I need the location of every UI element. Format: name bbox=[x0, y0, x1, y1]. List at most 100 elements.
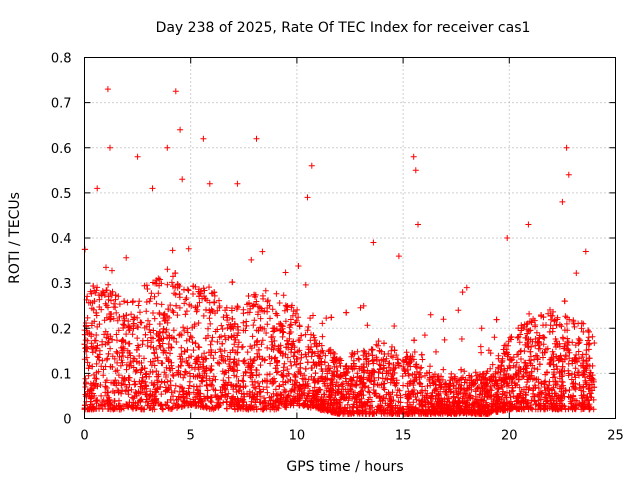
data-point bbox=[150, 327, 157, 334]
data-point bbox=[195, 390, 202, 397]
data-point bbox=[204, 382, 210, 388]
data-point bbox=[567, 394, 573, 401]
data-point bbox=[342, 386, 349, 393]
data-point bbox=[195, 320, 202, 326]
data-point bbox=[229, 279, 236, 286]
data-point bbox=[251, 378, 258, 385]
data-point bbox=[417, 380, 423, 387]
data-point bbox=[584, 362, 591, 369]
data-point bbox=[472, 393, 479, 400]
data-point bbox=[297, 360, 304, 367]
data-point bbox=[283, 404, 290, 411]
data-point bbox=[170, 335, 177, 342]
data-point bbox=[129, 394, 136, 401]
data-point bbox=[551, 374, 558, 381]
data-point bbox=[201, 368, 208, 375]
data-point bbox=[452, 385, 459, 392]
data-point bbox=[298, 354, 305, 361]
data-point bbox=[463, 284, 470, 291]
data-point bbox=[222, 307, 229, 314]
data-point bbox=[229, 323, 235, 330]
data-point bbox=[495, 386, 502, 393]
data-point bbox=[294, 356, 301, 362]
data-point bbox=[509, 375, 516, 382]
data-point bbox=[165, 306, 172, 313]
data-point bbox=[240, 358, 247, 365]
data-point bbox=[153, 346, 160, 353]
data-point bbox=[107, 144, 113, 151]
data-point bbox=[107, 345, 114, 352]
data-point bbox=[228, 307, 235, 314]
data-point bbox=[282, 398, 289, 405]
data-point bbox=[575, 335, 582, 342]
data-point bbox=[255, 309, 262, 315]
data-point bbox=[207, 398, 214, 404]
data-point bbox=[382, 375, 389, 382]
data-point bbox=[370, 387, 377, 393]
data-point bbox=[118, 344, 125, 351]
data-point bbox=[161, 312, 168, 319]
data-point bbox=[563, 144, 570, 151]
data-point bbox=[354, 348, 361, 355]
data-point bbox=[162, 384, 169, 391]
data-point bbox=[167, 302, 174, 309]
data-point bbox=[93, 375, 100, 382]
data-point bbox=[170, 373, 177, 379]
data-point bbox=[123, 401, 130, 408]
data-point bbox=[180, 374, 187, 381]
data-point bbox=[389, 354, 396, 361]
data-point bbox=[91, 371, 97, 378]
data-point bbox=[472, 369, 479, 376]
data-point bbox=[489, 361, 496, 368]
data-point bbox=[82, 405, 89, 412]
data-point bbox=[290, 308, 297, 315]
data-point bbox=[131, 378, 138, 385]
data-point bbox=[94, 185, 101, 192]
data-point bbox=[279, 378, 286, 385]
data-point bbox=[114, 359, 121, 366]
data-point bbox=[151, 350, 158, 357]
data-point bbox=[366, 377, 373, 383]
data-point bbox=[322, 366, 329, 372]
data-point bbox=[262, 397, 269, 404]
data-point bbox=[105, 304, 111, 311]
data-point bbox=[565, 372, 572, 379]
data-point bbox=[186, 391, 193, 397]
data-point bbox=[146, 326, 153, 333]
data-point bbox=[556, 375, 563, 382]
data-point bbox=[337, 372, 344, 379]
data-point bbox=[556, 369, 563, 376]
data-point bbox=[532, 322, 539, 328]
data-point bbox=[239, 397, 246, 404]
data-point bbox=[526, 384, 533, 391]
data-point bbox=[87, 299, 94, 306]
data-point bbox=[464, 385, 471, 392]
x-tick-label: 0 bbox=[80, 429, 88, 444]
data-point bbox=[461, 368, 468, 375]
data-point bbox=[90, 283, 97, 289]
data-point bbox=[276, 382, 283, 389]
data-point bbox=[267, 360, 274, 367]
data-point bbox=[436, 377, 443, 384]
data-point bbox=[392, 382, 399, 389]
data-point bbox=[392, 402, 399, 409]
data-point bbox=[128, 404, 135, 411]
data-point bbox=[500, 402, 507, 409]
data-point bbox=[200, 359, 206, 366]
data-point bbox=[119, 387, 126, 394]
data-point bbox=[559, 334, 566, 341]
data-point bbox=[255, 380, 261, 386]
data-point bbox=[104, 86, 111, 93]
data-point bbox=[151, 406, 158, 413]
data-point bbox=[305, 390, 312, 397]
data-point bbox=[95, 368, 102, 375]
data-point bbox=[206, 315, 213, 322]
data-point bbox=[552, 390, 559, 397]
data-point bbox=[393, 377, 400, 384]
data-point bbox=[259, 378, 266, 385]
x-tick-label: 15 bbox=[395, 429, 412, 444]
data-point bbox=[513, 372, 520, 378]
data-point bbox=[513, 359, 520, 366]
data-point bbox=[244, 301, 251, 308]
data-point bbox=[171, 290, 178, 297]
